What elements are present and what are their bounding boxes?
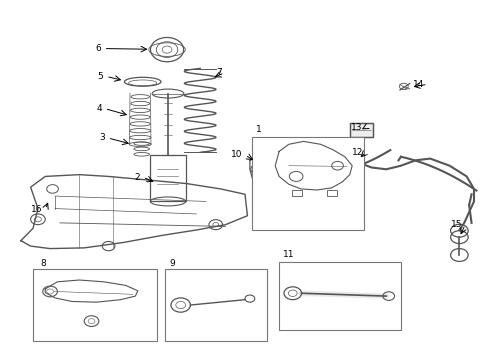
- FancyBboxPatch shape: [350, 123, 373, 137]
- Text: 5: 5: [98, 72, 103, 81]
- Text: 2: 2: [134, 173, 140, 182]
- Text: 10: 10: [231, 150, 242, 159]
- Text: 6: 6: [95, 44, 101, 53]
- Bar: [279, 262, 401, 330]
- Text: 11: 11: [283, 250, 294, 259]
- Bar: [33, 269, 157, 341]
- Text: 9: 9: [170, 258, 175, 267]
- Text: 16: 16: [31, 205, 42, 214]
- Text: 13: 13: [351, 123, 363, 132]
- Text: 14: 14: [414, 80, 425, 89]
- Text: 3: 3: [99, 133, 105, 142]
- Bar: [252, 137, 365, 230]
- Text: 1: 1: [256, 125, 262, 134]
- Text: 8: 8: [40, 258, 46, 267]
- Text: 4: 4: [96, 104, 102, 113]
- Text: 12: 12: [351, 148, 363, 157]
- Text: 7: 7: [216, 68, 221, 77]
- Bar: [165, 269, 267, 341]
- Text: 15: 15: [451, 220, 462, 229]
